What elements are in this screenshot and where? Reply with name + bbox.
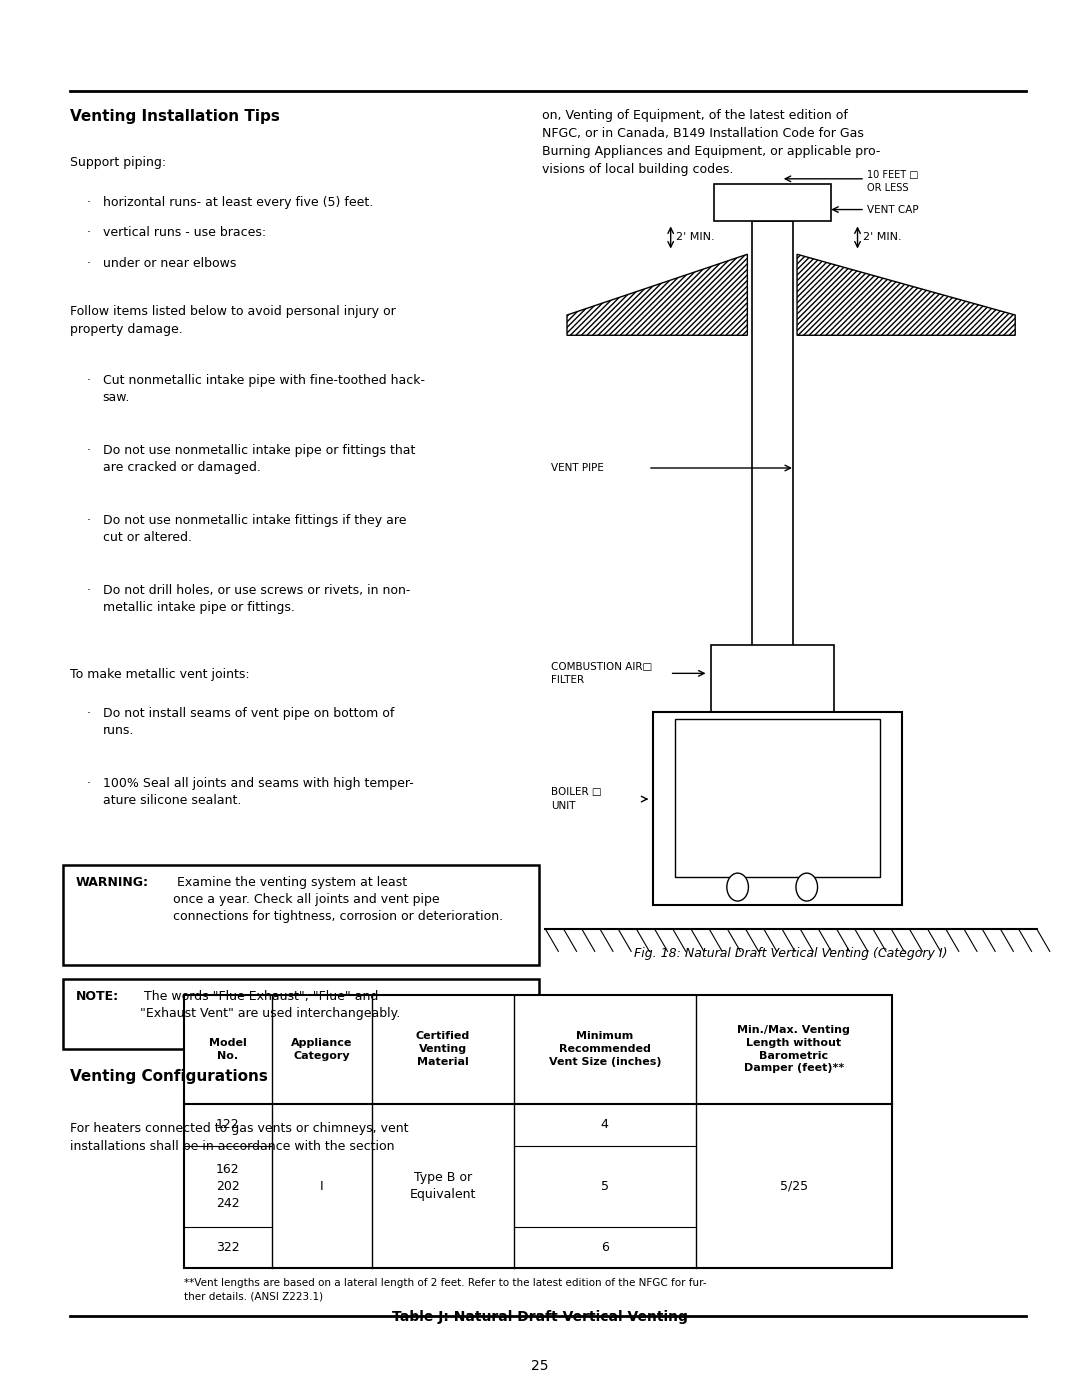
- Text: Model
No.: Model No.: [210, 1038, 246, 1060]
- FancyBboxPatch shape: [63, 979, 539, 1049]
- Circle shape: [727, 873, 748, 901]
- Text: Do not drill holes, or use screws or rivets, in non-
metallic intake pipe or fit: Do not drill holes, or use screws or riv…: [103, 584, 410, 613]
- Bar: [184, 995, 892, 1268]
- Text: VENT PIPE: VENT PIPE: [551, 462, 604, 474]
- Text: 5/25: 5/25: [780, 1179, 808, 1193]
- Polygon shape: [567, 254, 747, 335]
- Text: 6: 6: [600, 1241, 609, 1255]
- Bar: [675, 719, 880, 877]
- Text: NOTE:: NOTE:: [76, 990, 119, 1003]
- Text: Fig. 18: Natural Draft Vertical Venting (Category I): Fig. 18: Natural Draft Vertical Venting …: [634, 947, 948, 960]
- Text: Do not use nonmetallic intake pipe or fittings that
are cracked or damaged.: Do not use nonmetallic intake pipe or fi…: [103, 444, 415, 474]
- Text: ·: ·: [86, 444, 91, 457]
- Text: Venting Installation Tips: Venting Installation Tips: [70, 109, 280, 124]
- Text: 322: 322: [216, 1241, 240, 1255]
- Bar: [752, 221, 793, 650]
- Text: ·: ·: [86, 707, 91, 719]
- Text: COMBUSTION AIR□
FILTER: COMBUSTION AIR□ FILTER: [551, 662, 652, 685]
- Text: ·: ·: [86, 777, 91, 789]
- Text: Follow items listed below to avoid personal injury or
property damage.: Follow items listed below to avoid perso…: [70, 305, 396, 335]
- Polygon shape: [797, 254, 1015, 335]
- Text: Type B or
Equivalent: Type B or Equivalent: [409, 1171, 476, 1201]
- Text: Appliance
Category: Appliance Category: [292, 1038, 352, 1060]
- Text: ·: ·: [86, 196, 91, 208]
- Bar: [711, 645, 834, 712]
- Text: 2' MIN.: 2' MIN.: [676, 232, 715, 243]
- Text: 162
202
242: 162 202 242: [216, 1162, 240, 1210]
- Text: 25: 25: [531, 1359, 549, 1373]
- Text: Min./Max. Venting
Length without
Barometric
Damper (feet)**: Min./Max. Venting Length without Baromet…: [738, 1025, 850, 1073]
- Text: 2' MIN.: 2' MIN.: [863, 232, 902, 243]
- Text: 100% Seal all joints and seams with high temper-
ature silicone sealant.: 100% Seal all joints and seams with high…: [103, 777, 414, 806]
- Text: Examine the venting system at least
once a year. Check all joints and vent pipe
: Examine the venting system at least once…: [173, 876, 503, 923]
- Bar: [714, 184, 831, 221]
- Text: ·: ·: [86, 374, 91, 387]
- Text: The words "Flue Exhaust", "Flue" and
"Exhaust Vent" are used interchangeably.: The words "Flue Exhaust", "Flue" and "Ex…: [140, 990, 401, 1020]
- FancyBboxPatch shape: [63, 865, 539, 965]
- Text: Minimum
Recommended
Vent Size (inches): Minimum Recommended Vent Size (inches): [549, 1031, 661, 1067]
- Text: To make metallic vent joints:: To make metallic vent joints:: [70, 668, 249, 680]
- Text: Table J: Natural Draft Vertical Venting: Table J: Natural Draft Vertical Venting: [392, 1310, 688, 1324]
- Text: I: I: [320, 1179, 324, 1193]
- Text: VENT CAP: VENT CAP: [867, 204, 919, 215]
- Text: Cut nonmetallic intake pipe with fine-toothed hack-
saw.: Cut nonmetallic intake pipe with fine-to…: [103, 374, 424, 404]
- Text: ·: ·: [86, 514, 91, 527]
- Text: 5: 5: [600, 1179, 609, 1193]
- Circle shape: [796, 873, 818, 901]
- Text: Do not use nonmetallic intake fittings if they are
cut or altered.: Do not use nonmetallic intake fittings i…: [103, 514, 406, 543]
- Text: 10 FEET □
OR LESS: 10 FEET □ OR LESS: [867, 170, 919, 193]
- Text: ·: ·: [86, 226, 91, 239]
- Text: ·: ·: [86, 584, 91, 597]
- Text: Support piping:: Support piping:: [70, 156, 166, 169]
- Text: For heaters connected to gas vents or chimneys, vent
installations shall be in a: For heaters connected to gas vents or ch…: [70, 1122, 408, 1153]
- Text: on, Venting of Equipment, of the latest edition of
NFGC, or in Canada, B149 Inst: on, Venting of Equipment, of the latest …: [542, 109, 880, 176]
- Text: Venting Configurations: Venting Configurations: [70, 1069, 268, 1084]
- Bar: [653, 712, 902, 905]
- Text: WARNING:: WARNING:: [76, 876, 149, 888]
- Text: 122: 122: [216, 1118, 240, 1132]
- Text: Certified
Venting
Material: Certified Venting Material: [416, 1031, 470, 1067]
- Text: **Vent lengths are based on a lateral length of 2 feet. Refer to the latest edit: **Vent lengths are based on a lateral le…: [184, 1278, 706, 1302]
- Text: 4: 4: [600, 1118, 609, 1132]
- Text: ·: ·: [86, 257, 91, 270]
- Text: BOILER □
UNIT: BOILER □ UNIT: [551, 788, 602, 810]
- Text: Do not install seams of vent pipe on bottom of
runs.: Do not install seams of vent pipe on bot…: [103, 707, 394, 736]
- Text: horizontal runs- at least every five (5) feet.: horizontal runs- at least every five (5)…: [103, 196, 373, 208]
- Text: vertical runs - use braces:: vertical runs - use braces:: [103, 226, 266, 239]
- Text: under or near elbows: under or near elbows: [103, 257, 235, 270]
